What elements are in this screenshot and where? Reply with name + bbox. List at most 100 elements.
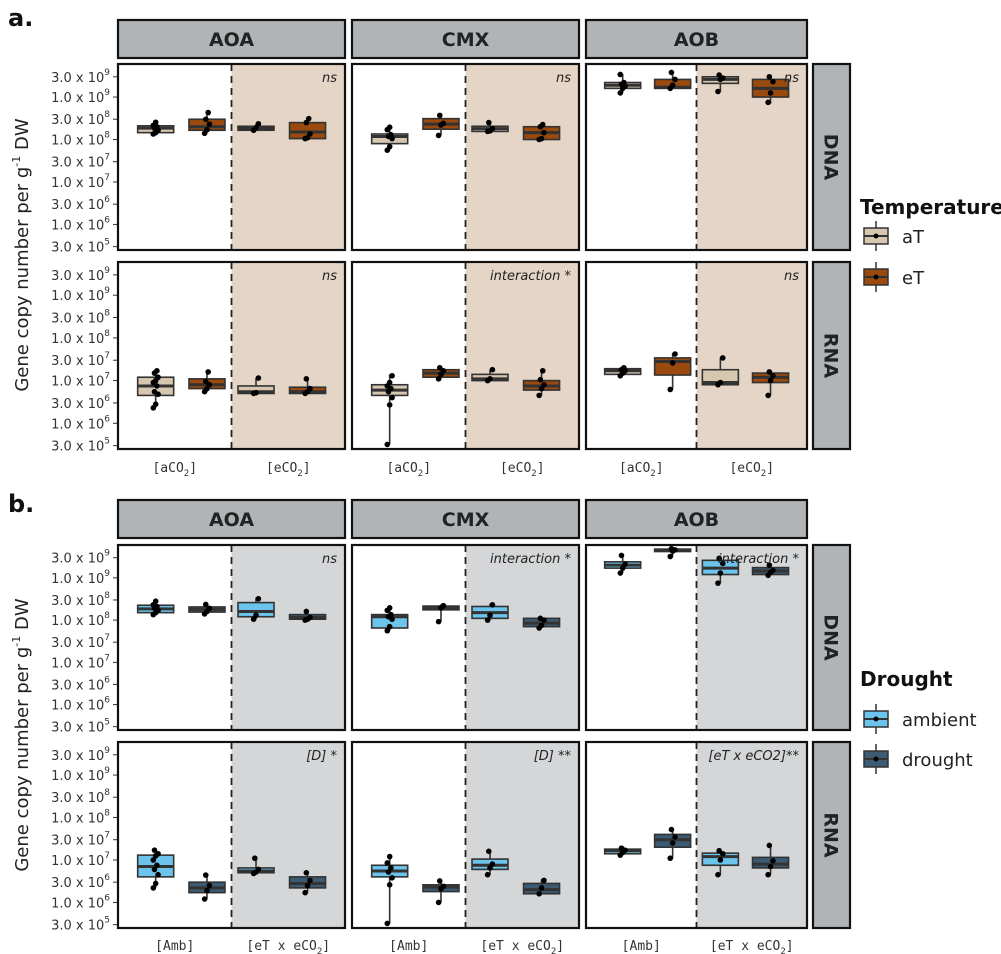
y-tick-label: 3.0 x 107	[51, 633, 110, 651]
data-point	[766, 73, 773, 80]
data-point	[307, 877, 313, 884]
data-point	[435, 132, 442, 139]
data-point	[386, 605, 393, 611]
data-point	[386, 853, 393, 860]
data-point	[541, 877, 547, 884]
panel-frame	[350, 543, 581, 732]
data-point	[766, 842, 773, 849]
data-point	[484, 617, 491, 623]
data-point	[669, 840, 676, 846]
data-point	[202, 601, 209, 608]
data-point	[255, 595, 262, 602]
data-point	[617, 90, 624, 96]
y-tick-label: 3.0 x 106	[51, 675, 110, 693]
data-point	[388, 865, 394, 871]
row-strip	[811, 543, 852, 732]
data-point	[667, 386, 674, 393]
data-point	[717, 857, 724, 863]
y-tick-label: 3.0 x 105	[51, 238, 110, 256]
panel-frame	[116, 543, 347, 732]
significance-annotation: interaction *	[490, 269, 571, 284]
legend-point	[873, 756, 879, 762]
data-point	[716, 847, 722, 854]
data-point	[536, 890, 542, 897]
data-point	[151, 847, 158, 853]
column-strip	[116, 18, 347, 60]
data-point	[436, 364, 443, 371]
data-point	[715, 88, 721, 95]
panel-frame	[116, 62, 347, 252]
data-point	[440, 883, 447, 890]
data-point	[667, 855, 674, 862]
data-point	[436, 112, 443, 119]
data-point	[487, 376, 493, 382]
y-tick-label: 3.0 x 108	[51, 591, 110, 609]
data-point	[151, 866, 158, 873]
legend-item-label: aT	[902, 227, 925, 248]
x-tick-label: [eT x eCO2]	[480, 939, 564, 954]
y-tick-label: 1.0 x 107	[51, 372, 110, 390]
column-strip	[116, 498, 347, 540]
data-point	[435, 376, 442, 382]
data-point	[253, 389, 259, 396]
legend-item-label: drought	[902, 750, 973, 771]
data-point	[384, 920, 391, 927]
data-point	[253, 612, 259, 619]
data-point	[489, 366, 496, 373]
data-point	[202, 378, 209, 385]
y-tick-label: 3.0 x 107	[51, 351, 110, 369]
data-point	[204, 126, 210, 133]
data-point	[386, 623, 393, 630]
x-tick-label: [aCO2]	[152, 461, 197, 479]
column-strip	[584, 18, 809, 60]
x-tick-label: [aCO2]	[386, 461, 431, 479]
x-tick-label: [Amb]	[622, 939, 661, 954]
y-tick-label: 3.0 x 107	[51, 831, 110, 849]
shaded-region	[465, 545, 579, 730]
data-point	[386, 379, 393, 386]
legend-point	[873, 233, 879, 239]
column-strip-label: CMX	[442, 509, 490, 531]
significance-annotation: ns	[556, 71, 571, 86]
data-point	[669, 82, 676, 89]
row-strip-label: DNA	[820, 614, 842, 661]
data-point	[765, 392, 771, 399]
data-point	[489, 861, 496, 867]
panel-frame	[350, 740, 581, 930]
shaded-region	[231, 742, 345, 928]
x-tick-label: [eT x eCO2]	[710, 939, 794, 954]
significance-annotation: ns	[322, 552, 337, 567]
data-point	[152, 401, 159, 408]
y-tick-label: 1.0 x 106	[51, 414, 110, 432]
column-strip	[584, 498, 809, 540]
data-point	[716, 72, 722, 78]
data-point	[303, 608, 310, 615]
data-point	[672, 834, 678, 840]
data-point	[154, 862, 160, 869]
data-point	[154, 383, 160, 389]
data-point	[307, 131, 313, 137]
data-point	[489, 602, 496, 608]
data-point	[622, 561, 628, 568]
legend-title: Drought	[860, 667, 953, 691]
legend: Drought ambient drought	[860, 667, 977, 774]
y-tick-label: 3.0 x 105	[51, 437, 110, 455]
legend-item-label: ambient	[902, 710, 977, 731]
figure-panel-b: b. AOA CMX AOB DNA RNA 3.0 x 105 1.0 x 106 3.0 x…	[8, 490, 977, 954]
row-strip-label: RNA	[820, 812, 842, 858]
y-tick-label: 1.0 x 107	[51, 653, 110, 671]
significance-annotation: ns	[784, 71, 799, 86]
data-point	[206, 121, 213, 127]
y-tick-label: 1.0 x 108	[51, 131, 110, 149]
data-point	[767, 90, 774, 96]
y-tick-label: 1.0 x 108	[51, 809, 110, 827]
y-axis-label: Gene copy number per g-1 DW	[10, 118, 33, 392]
shaded-region	[231, 262, 345, 449]
y-tick-label: 3.0 x 107	[51, 153, 110, 171]
data-point	[255, 866, 262, 873]
y-tick-label: 1.0 x 106	[51, 696, 110, 714]
panel-frame	[116, 740, 347, 930]
shaded-region	[696, 545, 807, 730]
data-point	[155, 871, 161, 878]
data-point	[717, 570, 724, 576]
